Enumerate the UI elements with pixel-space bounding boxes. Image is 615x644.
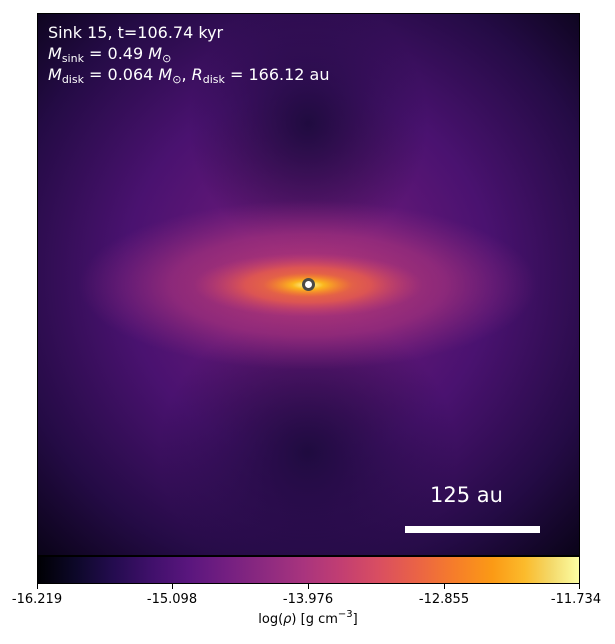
colorbar-tick [37, 584, 38, 589]
disk-mass-symbol: M [48, 65, 62, 84]
sink-mass-symbol: M [48, 44, 62, 63]
sink-mass-unit: M [148, 44, 163, 63]
colorbar [37, 556, 580, 584]
colorbar-tick [444, 584, 445, 589]
colorbar-tick-label: -15.098 [146, 592, 198, 607]
disk-radius-symbol: R [191, 65, 203, 84]
colorbar-tick [172, 584, 173, 589]
scale-bar [405, 526, 540, 533]
colorbar-tick-label: -11.734 [550, 592, 602, 607]
colorbar-tick-label: -16.219 [11, 592, 63, 607]
colorbar-label: log(ρ) [g cm−3] [258, 609, 358, 627]
colorbar-tick-label: -13.976 [282, 592, 334, 607]
disk-mass-unit: M [158, 65, 173, 84]
rho-symbol: ρ [283, 612, 292, 627]
colorbar-tick-label: -12.855 [418, 592, 470, 607]
colorbar-label-units: ) [g cm [291, 612, 338, 627]
sink-marker-icon [302, 278, 315, 291]
colorbar-label-suffix: ] [352, 612, 358, 627]
colorbar-tick [579, 584, 580, 589]
sink-mass-value: = 0.49 [83, 44, 149, 63]
separator: , [181, 65, 192, 84]
colorbar-label-prefix: log( [258, 612, 284, 627]
disk-radius-subscript: disk [202, 73, 225, 86]
sun-symbol: ⊙ [172, 73, 182, 86]
scale-bar-label: 125 au [430, 483, 503, 507]
sun-symbol: ⊙ [162, 52, 172, 65]
disk-mass-value: = 0.064 [83, 65, 159, 84]
colorbar-tick [308, 584, 309, 589]
density-map [38, 14, 579, 555]
disk-radius-value: = 166.12 au [224, 65, 330, 84]
colorbar-label-exponent: −3 [337, 609, 353, 620]
sink-title: Sink 15, t=106.74 kyr [48, 23, 224, 42]
disk-properties-label: Mdisk = 0.064 M⊙, Rdisk = 166.12 au [48, 64, 329, 87]
density-map-panel: Sink 15, t=106.74 kyr Msink = 0.49 M⊙ Md… [37, 13, 580, 556]
sink-mass-subscript: sink [61, 52, 84, 65]
sink-mass-label: Msink = 0.49 M⊙ [48, 43, 171, 66]
disk-mass-subscript: disk [61, 73, 84, 86]
